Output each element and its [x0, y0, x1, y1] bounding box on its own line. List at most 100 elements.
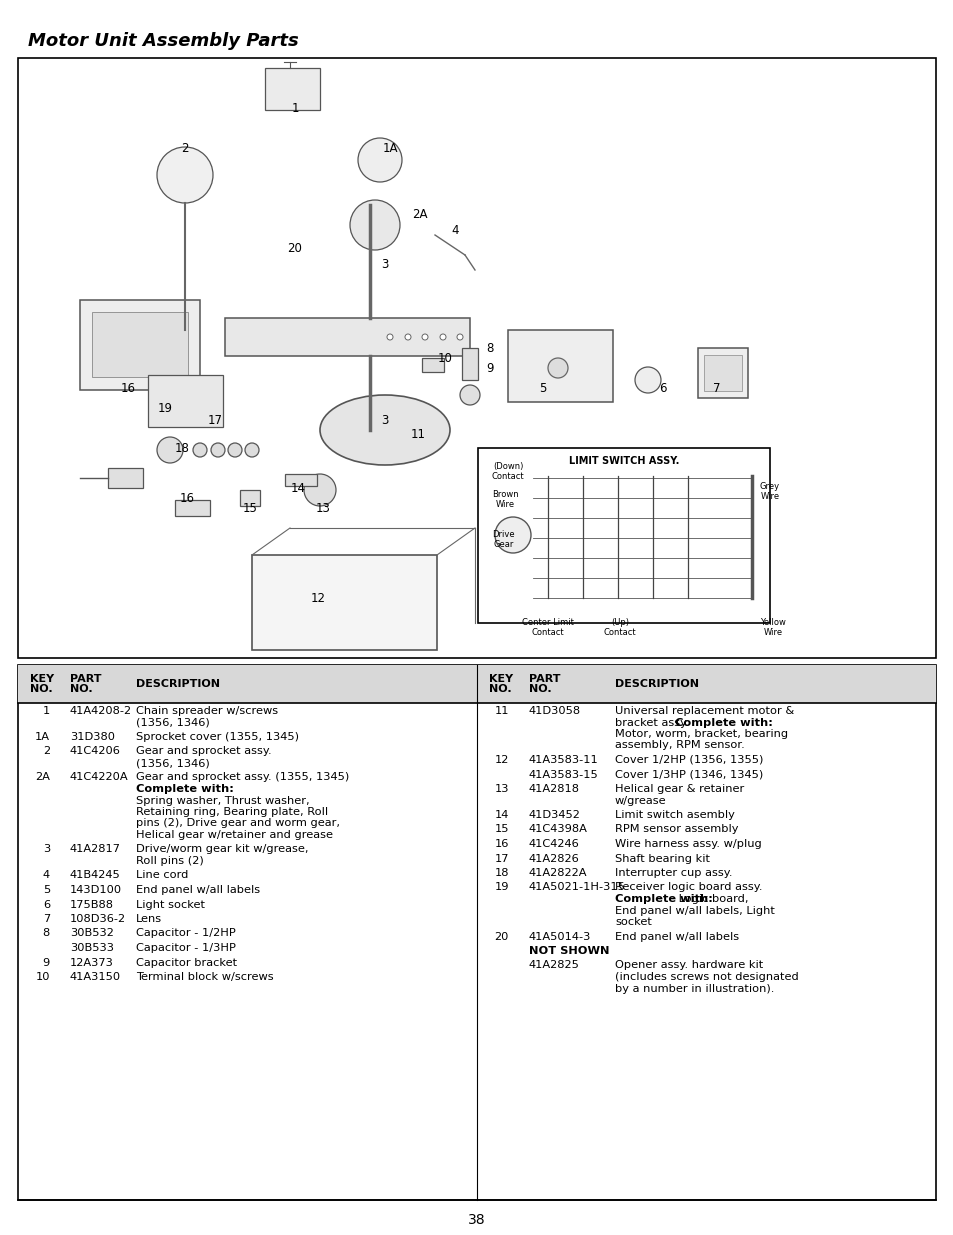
Text: (1356, 1346): (1356, 1346): [136, 718, 210, 727]
Text: 41A3583-11: 41A3583-11: [529, 755, 598, 764]
Circle shape: [304, 474, 335, 506]
Text: 30B533: 30B533: [70, 944, 113, 953]
Text: pins (2), Drive gear and worm gear,: pins (2), Drive gear and worm gear,: [136, 819, 339, 829]
Circle shape: [635, 367, 660, 393]
Text: 38: 38: [468, 1213, 485, 1228]
Text: Helical gear & retainer: Helical gear & retainer: [615, 784, 743, 794]
Text: 17: 17: [208, 414, 222, 426]
Text: 12: 12: [310, 592, 325, 604]
Text: Capacitor bracket: Capacitor bracket: [136, 957, 237, 967]
Text: 1: 1: [43, 706, 50, 716]
Text: Complete with:: Complete with:: [615, 894, 712, 904]
Text: 6: 6: [659, 382, 666, 394]
Text: PART
NO.: PART NO.: [70, 673, 101, 694]
Circle shape: [350, 200, 399, 249]
Text: by a number in illustration).: by a number in illustration).: [615, 983, 774, 993]
Text: 1A: 1A: [35, 732, 50, 742]
Text: Cover 1/2HP (1356, 1355): Cover 1/2HP (1356, 1355): [615, 755, 762, 764]
Text: Brown
Wire: Brown Wire: [492, 490, 518, 509]
Text: 41A2818: 41A2818: [529, 784, 579, 794]
Text: 11: 11: [494, 706, 509, 716]
Text: Retaining ring, Bearing plate, Roll: Retaining ring, Bearing plate, Roll: [136, 806, 328, 818]
Text: Drive
Gear: Drive Gear: [492, 530, 514, 550]
Text: 41A3583-15: 41A3583-15: [529, 769, 598, 779]
Circle shape: [421, 333, 428, 340]
Text: 8: 8: [43, 929, 50, 939]
Text: 41C4398A: 41C4398A: [529, 825, 587, 835]
Text: 16: 16: [179, 492, 194, 505]
Text: 41A2826: 41A2826: [529, 853, 579, 863]
Bar: [108, 468, 143, 488]
Text: 41A2817: 41A2817: [70, 845, 121, 855]
Text: RPM sensor assembly: RPM sensor assembly: [615, 825, 738, 835]
Circle shape: [357, 138, 401, 182]
Text: 10: 10: [35, 972, 50, 982]
Text: Light socket: Light socket: [136, 899, 205, 909]
Bar: [703, 354, 741, 391]
Text: Chain spreader w/screws: Chain spreader w/screws: [136, 706, 278, 716]
Text: 7: 7: [43, 914, 50, 924]
Bar: [252, 555, 436, 650]
Text: Yellow
Wire: Yellow Wire: [760, 618, 785, 637]
Text: 5: 5: [538, 382, 546, 394]
Text: 20: 20: [494, 931, 509, 941]
Text: Limit switch asembly: Limit switch asembly: [615, 810, 734, 820]
Text: 7: 7: [713, 382, 720, 394]
Text: Drive/worm gear kit w/grease,: Drive/worm gear kit w/grease,: [136, 845, 308, 855]
Text: 41D3058: 41D3058: [529, 706, 580, 716]
Text: 9: 9: [43, 957, 50, 967]
Text: 13: 13: [315, 501, 330, 515]
Circle shape: [157, 437, 183, 463]
Text: 1A: 1A: [382, 142, 397, 154]
Text: PART
NO.: PART NO.: [529, 673, 560, 694]
Bar: [225, 317, 470, 356]
Text: (Up)
Contact: (Up) Contact: [603, 618, 636, 637]
Text: 30B532: 30B532: [70, 929, 113, 939]
Text: 12A373: 12A373: [70, 957, 113, 967]
Bar: [148, 375, 223, 427]
Text: 18: 18: [174, 441, 190, 454]
Text: 175B88: 175B88: [70, 899, 113, 909]
Text: Receiver logic board assy.: Receiver logic board assy.: [615, 883, 761, 893]
Circle shape: [245, 443, 258, 457]
Text: 14: 14: [291, 482, 305, 494]
Circle shape: [495, 517, 531, 553]
Text: 20: 20: [287, 242, 302, 254]
Bar: [265, 68, 319, 110]
Text: 14: 14: [494, 810, 509, 820]
Bar: [18, 664, 935, 1200]
Text: Sprocket cover (1355, 1345): Sprocket cover (1355, 1345): [136, 732, 298, 742]
Text: NOT SHOWN: NOT SHOWN: [529, 946, 609, 956]
Bar: [285, 474, 316, 487]
Text: 6: 6: [43, 899, 50, 909]
Text: Interrupter cup assy.: Interrupter cup assy.: [615, 868, 732, 878]
Text: DESCRIPTION: DESCRIPTION: [615, 679, 699, 689]
Text: Wire harness assy. w/plug: Wire harness assy. w/plug: [615, 839, 760, 848]
Text: bracket assy.: bracket assy.: [615, 718, 692, 727]
Text: Shaft bearing kit: Shaft bearing kit: [615, 853, 709, 863]
Text: 41A5014-3: 41A5014-3: [529, 931, 591, 941]
Text: 1: 1: [291, 101, 298, 115]
Text: LIMIT SWITCH ASSY.: LIMIT SWITCH ASSY.: [568, 456, 679, 466]
Text: 2A: 2A: [35, 773, 50, 783]
Text: Roll pins (2): Roll pins (2): [136, 856, 204, 866]
Text: 15: 15: [242, 501, 257, 515]
Text: 31D380: 31D380: [70, 732, 115, 742]
Text: Universal replacement motor &: Universal replacement motor &: [615, 706, 794, 716]
Text: Spring washer, Thrust washer,: Spring washer, Thrust washer,: [136, 795, 310, 805]
Text: Terminal block w/screws: Terminal block w/screws: [136, 972, 274, 982]
Bar: [698, 348, 747, 398]
Text: 13: 13: [494, 784, 509, 794]
Text: Center Limit
Contact: Center Limit Contact: [521, 618, 574, 637]
Text: Capacitor - 1/3HP: Capacitor - 1/3HP: [136, 944, 235, 953]
Text: 19: 19: [157, 401, 172, 415]
Text: 19: 19: [494, 883, 509, 893]
Circle shape: [211, 443, 225, 457]
Circle shape: [439, 333, 446, 340]
Bar: [507, 330, 613, 403]
Text: Lens: Lens: [136, 914, 162, 924]
Text: assembly, RPM sensor.: assembly, RPM sensor.: [615, 741, 744, 751]
Text: Complete with:: Complete with:: [136, 784, 233, 794]
Text: Opener assy. hardware kit: Opener assy. hardware kit: [615, 961, 762, 971]
Text: 41A2822A: 41A2822A: [529, 868, 587, 878]
